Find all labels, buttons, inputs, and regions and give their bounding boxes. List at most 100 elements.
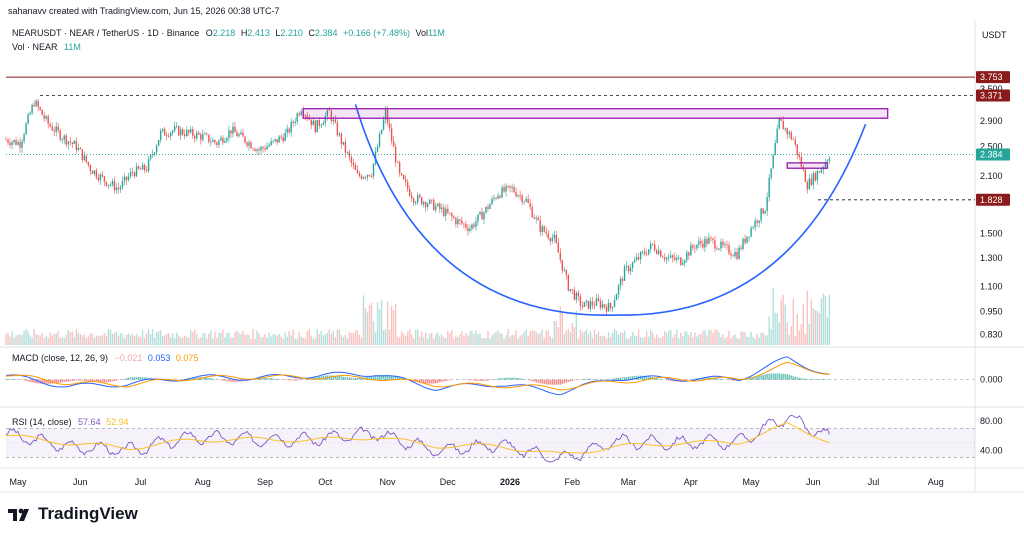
volume-bar: [465, 333, 467, 345]
volume-bar: [674, 334, 676, 345]
macd-histogram-bar: [804, 378, 807, 380]
macd-histogram-bar: [425, 379, 427, 384]
candle-body: [662, 256, 664, 258]
macd-histogram-bar: [481, 379, 483, 381]
volume-bar: [188, 337, 190, 345]
macd-histogram-bar: [171, 379, 174, 381]
candle-body: [75, 141, 77, 151]
candle-body: [499, 195, 501, 198]
candle-body: [794, 139, 796, 145]
candle-body: [312, 120, 314, 126]
macd-histogram-bar: [135, 376, 138, 380]
candle-body: [274, 139, 276, 141]
currency-label: USDT: [982, 30, 1007, 40]
macd-histogram-bar: [274, 378, 276, 380]
volume-bar: [308, 329, 310, 345]
candle-body: [145, 169, 148, 171]
candle-body: [792, 139, 794, 140]
macd-histogram-bar: [43, 379, 45, 384]
volume-bar: [340, 335, 343, 345]
macd-histogram-bar: [479, 379, 481, 381]
candle-body: [254, 149, 256, 151]
macd-histogram-bar: [419, 379, 421, 383]
volume-bar: [678, 338, 680, 345]
candle-body: [804, 169, 807, 183]
volume-bar: [103, 333, 106, 345]
macd-histogram-bar: [417, 379, 419, 383]
candle-body: [111, 181, 114, 185]
candle-body: [465, 224, 467, 228]
y-tick-label: 2.100: [980, 171, 1003, 181]
candle-body: [296, 113, 298, 122]
candle-body: [316, 120, 318, 133]
volume-bar: [268, 332, 270, 345]
volume-bar: [427, 338, 429, 345]
volume-bar: [109, 329, 112, 345]
macd-histogram-bar: [704, 377, 706, 380]
volume-bar: [423, 337, 425, 345]
volume-bar: [499, 333, 501, 345]
macd-histogram-bar: [356, 377, 359, 380]
macd-histogram-bar: [475, 379, 477, 381]
candle-body: [366, 174, 369, 178]
volume-bar: [161, 336, 164, 345]
macd-histogram-bar: [346, 377, 349, 380]
candle-body: [300, 111, 302, 116]
volume-bar: [17, 334, 19, 345]
macd-histogram-bar: [499, 378, 501, 380]
volume-bar: [384, 329, 387, 345]
macd-histogram-bar: [573, 379, 576, 381]
volume-bar: [509, 336, 511, 345]
volume-bar: [184, 335, 186, 345]
candle-body: [39, 107, 41, 110]
macd-histogram-bar: [338, 376, 341, 380]
candle-body: [690, 245, 692, 256]
macd-legend-macd: 0.053: [147, 353, 171, 363]
price-label-text: 3.753: [980, 72, 1003, 82]
macd-histogram-bar: [565, 379, 568, 383]
macd-histogram-bar: [360, 377, 363, 380]
candle-body: [463, 223, 465, 225]
volume-bar: [332, 330, 335, 345]
price-label-text: 3.371: [980, 90, 1003, 100]
volume-bar: [455, 335, 457, 345]
volume-bar: [304, 338, 306, 345]
volume-bar: [180, 337, 182, 345]
volume-bar: [43, 338, 45, 345]
macd-histogram-bar: [370, 376, 373, 380]
macd-histogram-bar: [125, 378, 128, 380]
candle-body: [435, 206, 437, 211]
tradingview-logo-text: TradingView: [38, 504, 138, 523]
candle-body: [344, 141, 347, 153]
volume-bar: [577, 338, 580, 345]
candle-body: [290, 121, 292, 133]
volume-bar: [97, 336, 100, 345]
candle-body: [619, 278, 622, 286]
candle-body: [639, 251, 642, 260]
volume-bar: [676, 329, 678, 345]
candle-body: [35, 101, 37, 107]
tradingview-logo-icon: [8, 508, 29, 521]
volume-bar: [53, 333, 55, 345]
candle-body: [406, 181, 409, 189]
candle-body: [459, 219, 461, 221]
candle-body: [155, 145, 158, 153]
candle-body: [47, 116, 49, 125]
candle-body: [455, 218, 457, 225]
candle-body: [29, 113, 31, 115]
volume-bar: [390, 305, 393, 345]
volume-bar: [585, 329, 588, 345]
macd-histogram-bar: [483, 379, 485, 381]
candle-body: [722, 241, 724, 246]
macd-histogram-bar: [318, 376, 321, 380]
candle-body: [5, 139, 7, 141]
volume-bar: [117, 335, 120, 345]
candle-body: [678, 257, 680, 259]
macd-histogram-bar: [625, 376, 628, 380]
candle-body: [410, 195, 413, 199]
candle-body: [139, 168, 142, 170]
candle-body: [167, 135, 170, 137]
volume-bar: [601, 335, 604, 345]
macd-histogram-bar: [298, 379, 300, 381]
